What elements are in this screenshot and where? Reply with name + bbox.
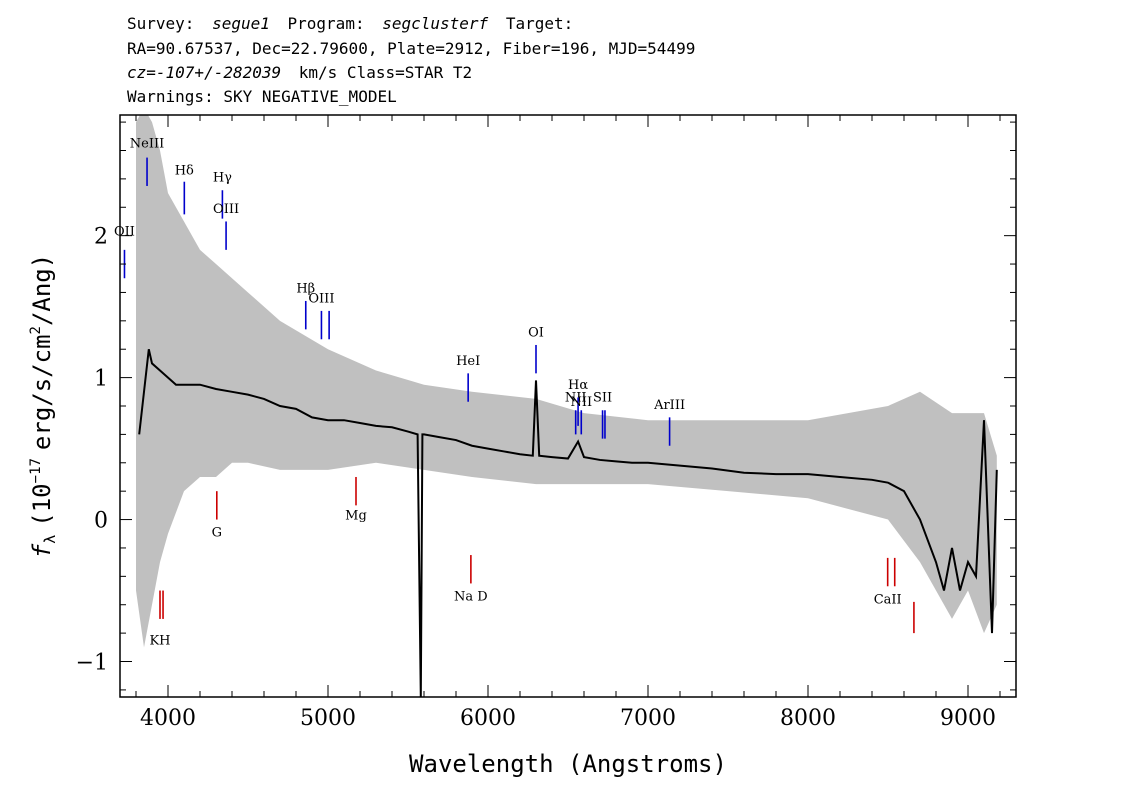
y-tick-label: 2 xyxy=(94,225,108,250)
y-label-f: f xyxy=(28,543,56,558)
emission-line-label: Hδ xyxy=(175,164,194,179)
header-line-4: Warnings: SKY NEGATIVE_MODEL xyxy=(127,87,397,106)
absorption-line-label: CaII xyxy=(874,592,902,607)
emission-line-label: NeIII xyxy=(130,137,164,152)
x-tick-label: 9000 xyxy=(940,706,996,731)
header-line-3: cz=-107+/-282039 km/s Class=STAR T2 xyxy=(127,63,472,82)
y-label-exp: −17 xyxy=(28,458,44,483)
y-label-exp2: 2 xyxy=(28,326,44,334)
emission-line-label: NII xyxy=(565,391,587,406)
x-tick-label: 8000 xyxy=(780,706,836,731)
y-label-close: /Ang) xyxy=(28,254,56,326)
x-tick-label: 5000 xyxy=(300,706,356,731)
target-label: Target: xyxy=(506,14,573,33)
absorption-line-label: KH xyxy=(149,633,170,648)
y-axis-ticks: −1 0 1 2 xyxy=(76,121,1016,691)
emission-line-label: Hγ xyxy=(213,171,232,186)
emission-line-label: HeI xyxy=(456,354,480,369)
emission-line-label: NII xyxy=(570,395,592,410)
class-value: km/s Class=STAR T2 xyxy=(299,63,472,82)
header-line-2: RA=90.67537, Dec=22.79600, Plate=2912, F… xyxy=(127,39,695,58)
x-tick-label: 4000 xyxy=(140,706,196,731)
emission-line-label: OII xyxy=(114,225,135,240)
emission-line-label: ArIII xyxy=(653,398,685,413)
x-tick-label: 7000 xyxy=(620,706,676,731)
absorption-line-label: Mg xyxy=(345,509,367,524)
absorption-line-label: G xyxy=(212,526,222,541)
absorption-lines: KH G Mg Na D CaII xyxy=(149,476,915,648)
emission-line-label: SII xyxy=(593,391,612,406)
y-tick-label: 0 xyxy=(94,509,108,534)
program-value: segclusterf xyxy=(382,14,488,33)
survey-value: segue1 xyxy=(212,14,270,33)
x-axis-label: Wavelength (Angstroms) xyxy=(409,750,727,778)
y-tick-label: 1 xyxy=(94,367,108,392)
y-label-sub: λ xyxy=(41,535,59,544)
y-label-rest: erg/s/cm xyxy=(28,334,56,450)
emission-line-label: OI xyxy=(528,325,544,340)
y-label-open: (10 xyxy=(28,483,56,526)
emission-line-label: Hα xyxy=(568,378,588,393)
header: Survey: segue1 Program: segclusterf Targ… xyxy=(127,14,695,106)
x-axis-ticks: 4000 5000 6000 7000 8000 9000 xyxy=(135,115,1001,731)
cz-value: cz=-107+/-282039 xyxy=(127,63,281,82)
emission-line-label: OIII xyxy=(213,202,239,217)
program-label: Program: xyxy=(288,14,365,33)
emission-line-label: Hβ xyxy=(296,281,315,296)
x-tick-label: 6000 xyxy=(460,706,516,731)
absorption-line-label: Na D xyxy=(454,589,488,604)
survey-label: Survey: xyxy=(127,14,194,33)
flux-line xyxy=(138,348,998,697)
emission-line-label: OIII xyxy=(308,291,334,306)
error-band xyxy=(136,115,997,648)
y-tick-label: −1 xyxy=(76,651,108,676)
y-axis-label: fλ (10−17 erg/s/cm2/Ang) xyxy=(28,254,59,558)
header-line-1: Survey: segue1 Program: segclusterf Targ… xyxy=(127,14,573,33)
